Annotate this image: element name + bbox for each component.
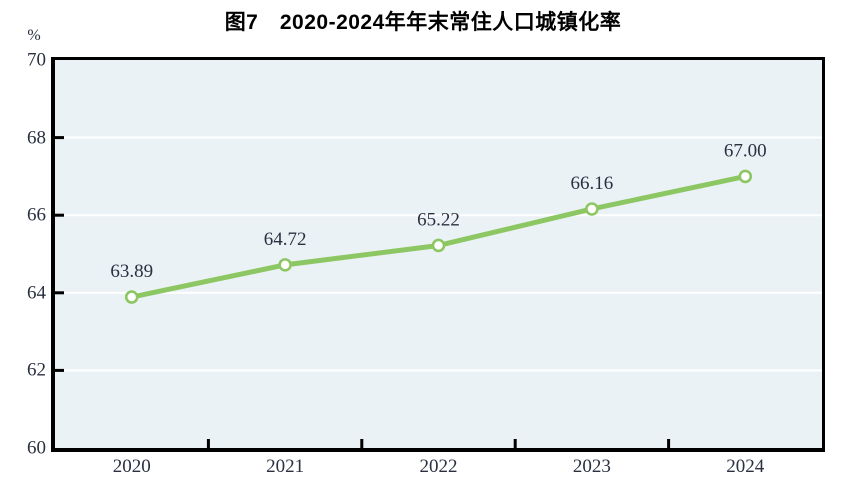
series-line [129, 173, 748, 300]
data-point-marker [738, 169, 753, 184]
plot-area: 63.89 64.72 65.22 66.16 67.00 [51, 57, 825, 452]
gridline [55, 369, 822, 372]
data-point-marker [585, 202, 599, 216]
data-point-marker [278, 258, 292, 272]
chart-title: 图7 2020-2024年年末常住人口城镇化率 [224, 11, 622, 34]
line-series-svg: 63.89 64.72 65.22 66.16 67.00 [55, 136, 822, 448]
y-tick-mark [55, 368, 64, 372]
y-tick-mark [55, 213, 64, 217]
x-tick-mark [206, 439, 210, 448]
data-point-label: 67.00 [724, 140, 767, 161]
x-axis-tick-label: 2023 [572, 456, 611, 477]
y-axis-tick-label: 68 [27, 127, 46, 149]
data-point-label: 64.72 [264, 229, 307, 250]
data-point-label: 66.16 [571, 173, 614, 194]
gridline [55, 214, 822, 217]
y-axis-unit-label: % [27, 27, 41, 44]
x-tick-mark [667, 439, 671, 448]
y-axis-tick-label: 70 [27, 49, 46, 71]
x-axis-tick-label: 2024 [726, 456, 765, 477]
data-point-label: 65.22 [417, 209, 460, 230]
data-point-label: 63.89 [110, 261, 153, 282]
x-tick-mark [360, 439, 364, 448]
x-axis-tick-label: 2021 [266, 456, 305, 477]
y-tick-mark [55, 291, 64, 295]
y-axis-tick-label: 60 [27, 437, 46, 459]
y-axis-tick-label: 64 [27, 282, 46, 304]
x-axis-tick-label: 2020 [112, 456, 151, 477]
data-point-marker [431, 238, 446, 253]
gridline [55, 136, 822, 139]
x-axis-tick-label: 2022 [419, 456, 458, 477]
y-axis-tick-label: 66 [27, 204, 46, 226]
x-tick-mark [513, 439, 517, 448]
gridline [55, 291, 822, 294]
y-axis-tick-label: 62 [27, 359, 46, 381]
y-tick-mark [55, 136, 64, 140]
data-point-marker [124, 290, 139, 304]
